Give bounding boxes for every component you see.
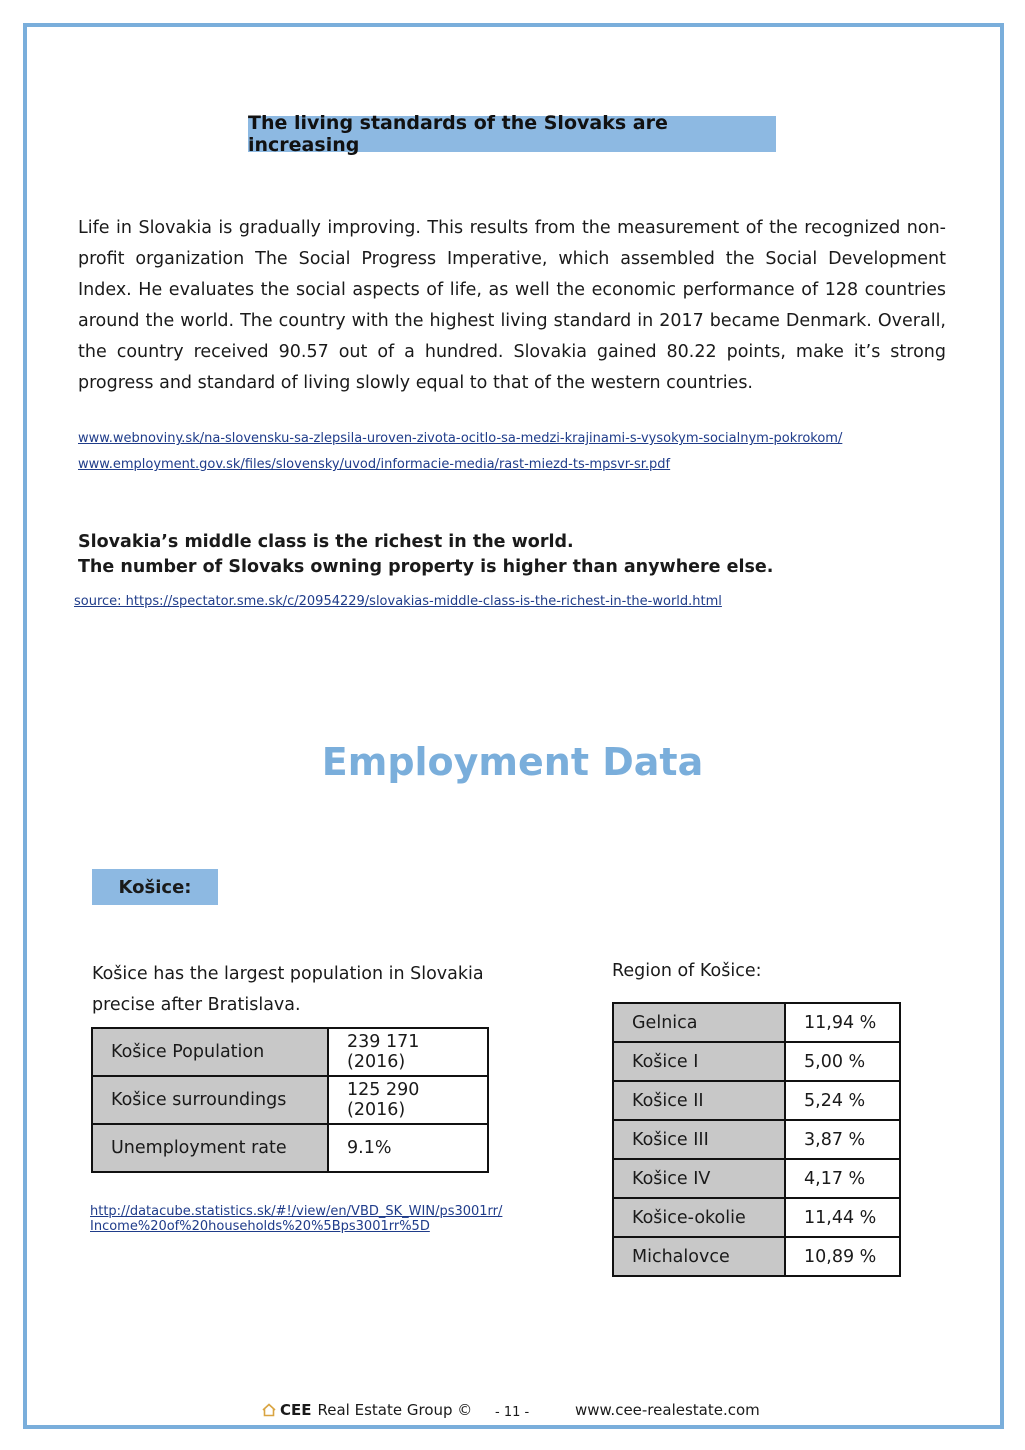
table-row: Košice-okolie 11,44 % [612,1197,901,1238]
datacube-link-line-2[interactable]: Income%20of%20households%20%5Bps3001rr%5… [90,1219,430,1234]
table-row: Michalovce 10,89 % [612,1236,901,1277]
webnoviny-link[interactable]: www.webnoviny.sk/na-slovensku-sa-zlepsil… [78,431,843,446]
footer-website[interactable]: www.cee-realestate.com [575,1401,760,1419]
region-value: 4,17 % [784,1158,901,1199]
table-row: Košice IV 4,17 % [612,1158,901,1199]
stat-label: Unemployment rate [91,1123,329,1173]
stat-value: 9.1% [327,1123,489,1173]
section-heading-text: The living standards of the Slovaks are … [248,112,668,156]
house-icon [262,1403,276,1417]
table-row: Gelnica 11,94 % [612,1002,901,1043]
region-value: 11,94 % [784,1002,901,1043]
spectator-source-link[interactable]: source: https://spectator.sme.sk/c/20954… [74,594,722,609]
employment-title: Employment Data [321,740,704,784]
intro-paragraph: Life in Slovakia is gradually improving.… [78,218,946,393]
stat-value: 239 171 (2016) [327,1027,489,1077]
region-label: Košice IV [612,1158,786,1199]
region-label: Košice III [612,1119,786,1160]
kosice-stats-table: Košice Population 239 171 (2016) Košice … [91,1027,489,1173]
table-row: Košice I 5,00 % [612,1041,901,1082]
region-value: 10,89 % [784,1236,901,1277]
table-row: Košice surroundings 125 290 (2016) [91,1075,489,1125]
region-value: 3,87 % [784,1119,901,1160]
datacube-link-line-1[interactable]: http://datacube.statistics.sk/#!/view/en… [90,1204,503,1219]
footer-brand: CEE Real Estate Group © [262,1401,472,1419]
employment-link[interactable]: www.employment.gov.sk/files/slovensky/uv… [78,457,671,472]
footer-brand-rest: Real Estate Group © [317,1401,473,1419]
footer-brand-bold: CEE [280,1401,312,1419]
stat-value: 125 290 (2016) [327,1075,489,1125]
middle-class-statement: Slovakia’s middle class is the richest i… [78,530,773,580]
region-label: Gelnica [612,1002,786,1043]
stat-label: Košice Population [91,1027,329,1077]
region-title: Region of Košice: [612,961,762,981]
region-label: Michalovce [612,1236,786,1277]
section-heading: The living standards of the Slovaks are … [248,112,776,156]
stat-label: Košice surroundings [91,1075,329,1125]
city-label: Košice: [118,876,192,898]
region-label: Košice-okolie [612,1197,786,1238]
region-label: Košice I [612,1041,786,1082]
region-value: 5,24 % [784,1080,901,1121]
reference-links: www.webnoviny.sk/na-slovensku-sa-zlepsil… [78,426,842,478]
middle-class-line-1: Slovakia’s middle class is the richest i… [78,532,574,552]
table-row: Košice II 5,24 % [612,1080,901,1121]
table-row: Košice Population 239 171 (2016) [91,1027,489,1077]
table-row: Košice III 3,87 % [612,1119,901,1160]
city-label-box: Košice: [92,869,218,905]
region-value: 5,00 % [784,1041,901,1082]
region-value: 11,44 % [784,1197,901,1238]
page-footer: CEE Real Estate Group © - 11 - www.cee-r… [0,1401,1025,1425]
region-label: Košice II [612,1080,786,1121]
table-row: Unemployment rate 9.1% [91,1123,489,1173]
page-number: - 11 - [495,1405,530,1420]
page-border [23,23,1004,1429]
middle-class-line-2: The number of Slovaks owning property is… [78,557,774,577]
kosice-description: Košice has the largest population in Slo… [92,964,484,1015]
datacube-link[interactable]: http://datacube.statistics.sk/#!/view/en… [90,1204,502,1234]
region-unemployment-table: Gelnica 11,94 % Košice I 5,00 % Košice I… [612,1002,901,1277]
